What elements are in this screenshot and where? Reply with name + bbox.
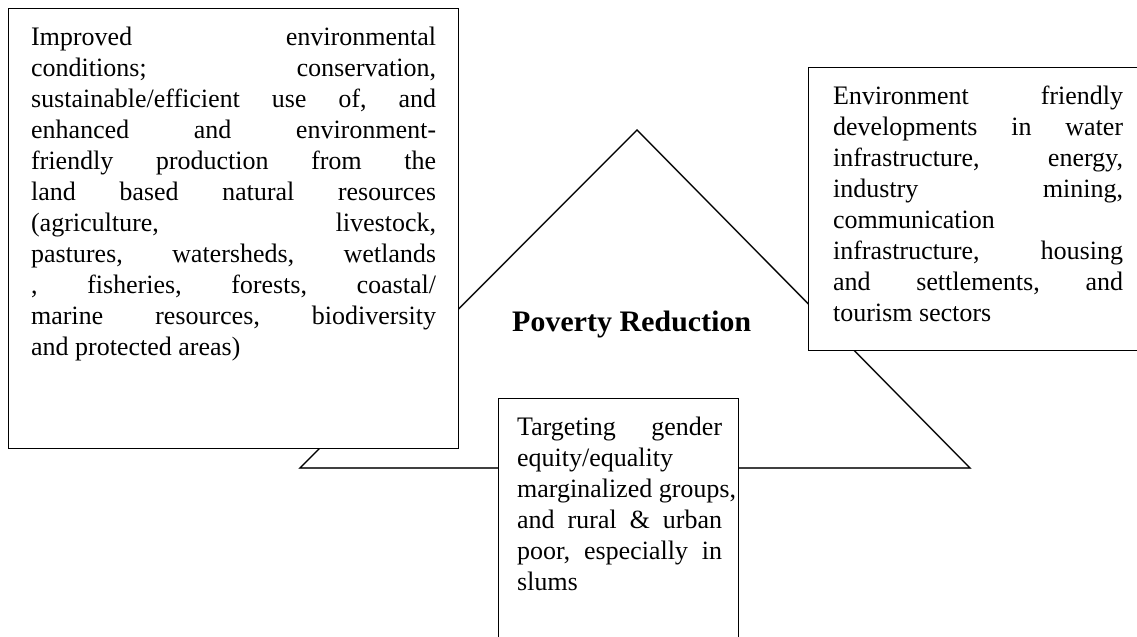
text-line: Targeting gender [517,412,722,441]
text-line: infrastructure, energy, [833,143,1123,172]
text-line: Environment friendly [833,81,1123,110]
text-line: (agriculture, livestock, [31,208,436,237]
text-line: , fisheries, forests, coastal/ [31,270,436,299]
text-line: equity/equality [517,443,673,472]
text-line: tourism sectors [833,298,992,327]
text-line: marginalized groups, [517,474,737,503]
text-line: infrastructure, housing [833,236,1123,265]
text-box: Environment friendly developments in wate… [808,67,1137,351]
text-line: sustainable/efficient use of, and [31,84,436,113]
text-line: poor, especially in [517,536,722,565]
text-line: marine resources, biodiversity [31,301,436,330]
text-line: pastures, watersheds, wetlands [31,239,436,268]
text-line: and rural & urban [517,505,722,534]
text-box: Targeting gender equity/equality marginali… [498,398,739,637]
text-line: developments in water [833,112,1123,141]
text-line: and protected areas) [31,332,241,361]
text-line: and settlements, and [833,267,1123,296]
center-label: Poverty Reduction [512,305,752,338]
text-line: conditions; conservation, [31,53,436,82]
text-line: Improved environmental [31,22,436,51]
text-box: Improved environmental conditions; conser… [8,8,459,449]
text-line: land based natural resources [31,177,436,206]
text-line: communication [833,205,995,234]
text-line: friendly production from the [31,146,436,175]
text-line: slums [517,567,578,596]
text-line: enhanced and environment- [31,115,436,144]
text-line: industry mining, [833,174,1123,203]
